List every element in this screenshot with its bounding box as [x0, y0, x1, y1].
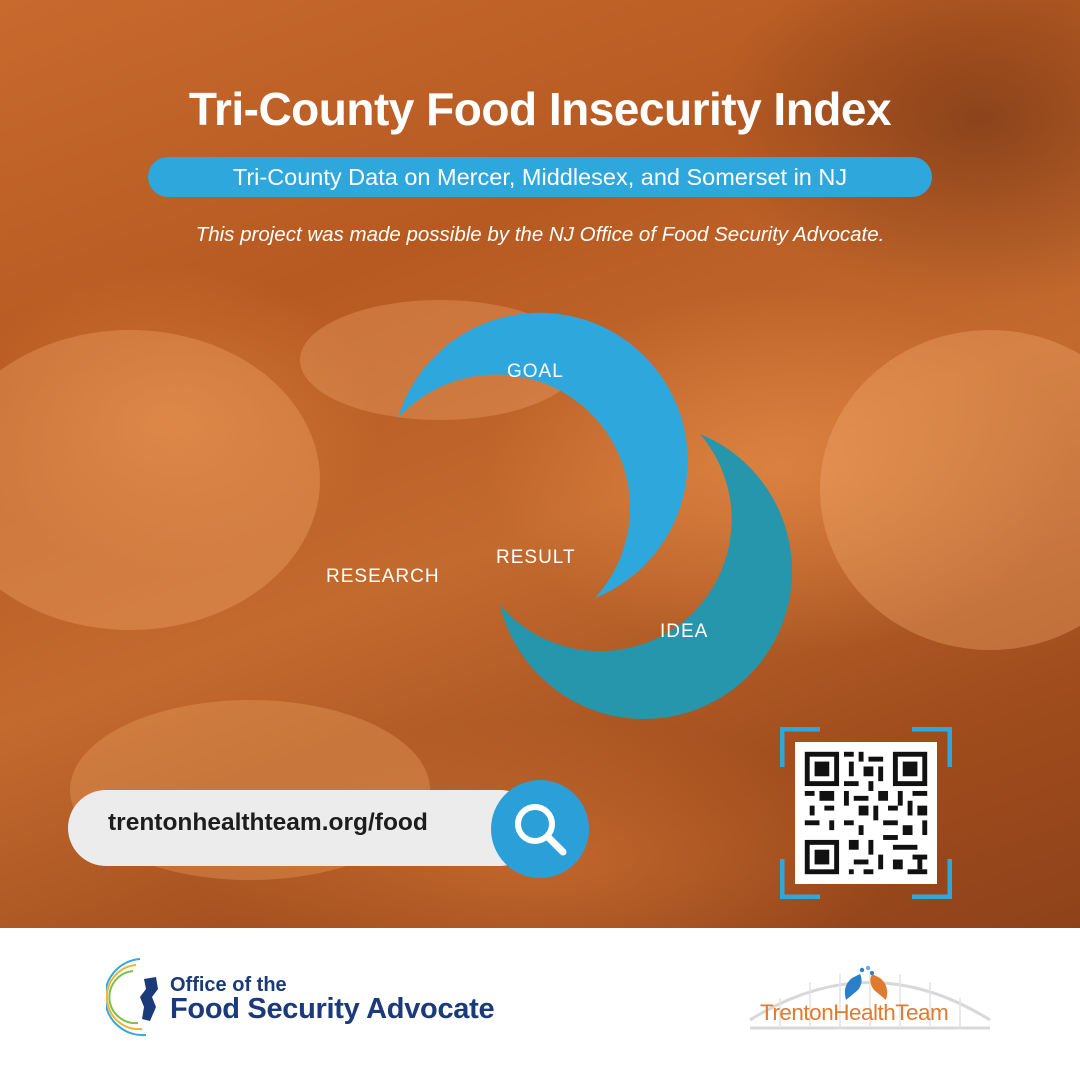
ofsa-logo-icon	[106, 958, 158, 1037]
page-title: Tri-County Food Insecurity Index	[188, 83, 892, 135]
search-button[interactable]	[491, 780, 589, 878]
qr-pattern	[795, 742, 937, 884]
url-bar[interactable]	[68, 790, 538, 866]
search-icon	[515, 804, 567, 856]
ofsa-line2: Food Security Advocate	[170, 993, 495, 1025]
ofsa-line1: Office of the	[170, 974, 287, 996]
tht-hands-icon	[844, 965, 888, 1000]
result-label: RESULT	[496, 547, 576, 568]
qr-code[interactable]	[780, 727, 952, 899]
research-label: RESEARCH	[326, 566, 440, 587]
idea-label: IDEA	[660, 621, 709, 642]
idea-shape	[500, 434, 793, 720]
qr-frame-corners	[780, 727, 952, 899]
hand-shape-left	[0, 330, 320, 630]
goal-shape	[398, 312, 688, 598]
url-text[interactable]: trentonhealthteam.org/food	[108, 809, 428, 836]
tht-bridge-graphic	[749, 971, 991, 1030]
hand-shape-right	[820, 330, 1080, 650]
qr-code-image	[795, 742, 937, 884]
goal-label: GOAL	[507, 361, 564, 382]
credit-line: This project was made possible by the NJ…	[195, 223, 885, 246]
subtitle-pill: Tri-County Data on Mercer, Middlesex, an…	[148, 157, 932, 197]
tht-logo-text: TrentonHealthTeam	[760, 1000, 949, 1025]
